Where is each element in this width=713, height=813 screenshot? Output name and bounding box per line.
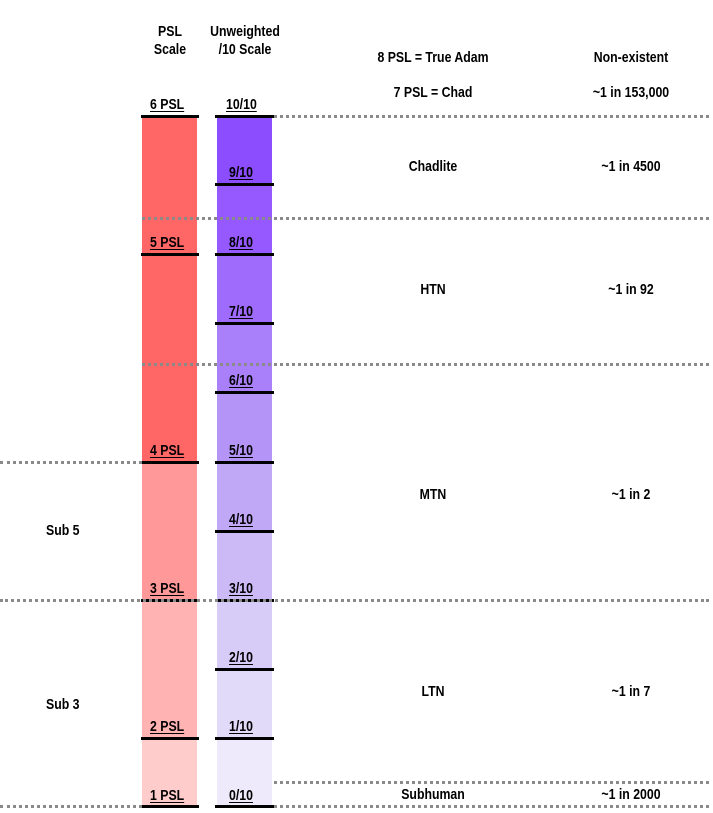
ten-tick-9 [215, 183, 274, 186]
divider-bottom-left [0, 805, 142, 808]
tier-rarity-mtn: ~1 in 2 [611, 486, 651, 503]
psl-label-6: 6 PSL [150, 96, 185, 113]
non-existent-label: Non-existent [593, 49, 669, 66]
psl-tick-6 [141, 115, 199, 118]
tier-rarity-subhuman: ~1 in 2000 [601, 786, 661, 803]
ten-label-1: 1/10 [229, 718, 253, 735]
ten-segment-4 [217, 532, 272, 601]
ten-tick-5 [215, 461, 274, 464]
psl-segment-mid [142, 462, 197, 602]
psl-header-line2: Scale [153, 41, 187, 58]
chad-label: 7 PSL = Chad [393, 84, 473, 101]
ten-tick-8 [215, 253, 274, 256]
side-label-sub5: Sub 5 [46, 522, 80, 539]
psl-label-1: 1 PSL [150, 787, 185, 804]
ten-segment-6 [217, 392, 272, 462]
ten-segment-7 [217, 323, 272, 392]
psl-label-5: 5 PSL [150, 234, 185, 251]
tier-name-subhuman: Subhuman [401, 786, 465, 803]
psl-tick-5 [141, 253, 199, 256]
ten-segment-2 [217, 670, 272, 739]
ten-label-7: 7/10 [229, 303, 253, 320]
psl-segment-bottom [142, 739, 197, 807]
divider-chad [274, 115, 709, 118]
ten-label-6: 6/10 [229, 372, 253, 389]
divider-bottom-right [274, 805, 709, 808]
ten-label-5: 5/10 [229, 442, 253, 459]
ten-label-2: 2/10 [229, 649, 253, 666]
ten-segment-5 [217, 462, 272, 532]
ten-tick-0 [215, 805, 274, 808]
unweighted-header-line2: /10 Scale [218, 41, 272, 58]
ten-segment-1 [217, 739, 272, 807]
psl-bar [142, 116, 197, 807]
psl-tick-4 [141, 461, 199, 464]
unweighted-header-line1: Unweighted [210, 23, 280, 40]
ten-tick-2 [215, 668, 274, 671]
tier-rarity-ltn: ~1 in 7 [611, 683, 651, 700]
psl-segment-low [142, 602, 197, 739]
tier-rarity-chadlite: ~1 in 4500 [601, 158, 661, 175]
psl-label-4: 4 PSL [150, 442, 185, 459]
psl-label-3: 3 PSL [150, 580, 185, 597]
ten-label-8: 8/10 [229, 234, 253, 251]
psl-tick-1 [141, 805, 199, 808]
unweighted-scale-header: Unweighted /10 Scale [204, 23, 286, 59]
psl-label-2: 2 PSL [150, 718, 185, 735]
psl-scale-header: PSL Scale [145, 23, 194, 59]
ten-tick-10 [215, 115, 274, 118]
true-adam-label: 8 PSL = True Adam [377, 49, 489, 66]
ten-tick-7 [215, 322, 274, 325]
tier-name-mtn: MTN [419, 486, 447, 503]
ten-tick-1 [215, 737, 274, 740]
ten-label-4: 4/10 [229, 511, 253, 528]
chad-rarity: ~1 in 153,000 [592, 84, 670, 101]
psl-tick-2 [141, 737, 199, 740]
divider-ltn [274, 781, 709, 784]
tier-rarity-htn: ~1 in 92 [608, 281, 654, 298]
ten-label-9: 9/10 [229, 164, 253, 181]
ten-segment-10 [217, 116, 272, 185]
tier-name-htn: HTN [420, 281, 446, 298]
ten-label-0: 0/10 [229, 787, 253, 804]
divider-sub5 [0, 461, 142, 464]
ten-segment-8 [217, 254, 272, 323]
side-label-sub3: Sub 3 [46, 696, 80, 713]
psl-segment-high [142, 116, 197, 462]
tier-name-chadlite: Chadlite [408, 158, 458, 175]
ten-label-3: 3/10 [229, 580, 253, 597]
ten-segment-3 [217, 601, 272, 670]
ten-label-10: 10/10 [226, 96, 257, 113]
ten-tick-6 [215, 391, 274, 394]
divider-htn [142, 363, 709, 366]
ten-tick-4 [215, 530, 274, 533]
divider-mtn [0, 599, 709, 602]
divider-chadlite [142, 217, 709, 220]
psl-header-line1: PSL [158, 23, 182, 40]
tier-name-ltn: LTN [421, 683, 445, 700]
